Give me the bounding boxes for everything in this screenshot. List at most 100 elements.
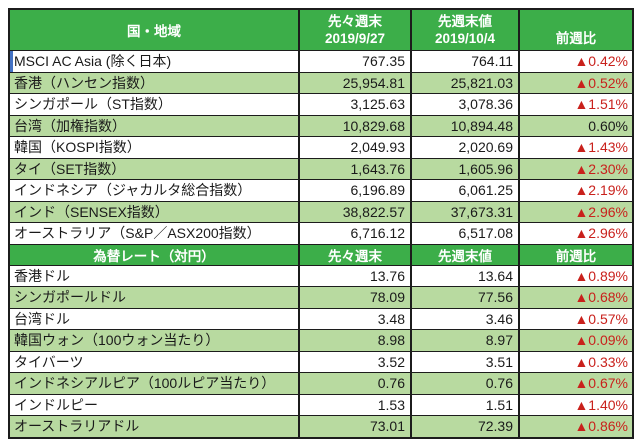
last-week-value-cell[interactable]: 10,894.48 (410, 114, 520, 137)
currency-name-cell[interactable]: 韓国ウォン（100ウォン当たり） (8, 329, 300, 352)
last-week-label: 先週末値 (438, 14, 492, 29)
week-over-week-change-cell[interactable]: ▲1.40% (518, 393, 634, 416)
last-week-value-cell[interactable]: 6,061.25 (410, 179, 520, 202)
index-name-cell[interactable]: シンガポール（ST指数） (8, 93, 300, 116)
week-over-week-change-cell[interactable]: ▲0.89% (518, 264, 634, 287)
currency-name-cell[interactable]: インドネシアルピア（100ルピア当たり） (8, 372, 300, 395)
week-over-week-change-cell[interactable]: ▲2.96% (518, 200, 634, 223)
table-row: 台湾ドル 3.48 3.46 ▲0.57% (8, 307, 634, 330)
table-row: オーストラリアドル 73.01 72.39 ▲0.86% (8, 415, 634, 438)
last-week-value-cell[interactable]: 13.64 (410, 264, 520, 287)
indices-header-row: 国・地域 先々週末 2019/9/27 先週末値 2019/10/4 前週比 (8, 8, 634, 51)
prev-week-value-cell[interactable]: 10,829.68 (298, 114, 412, 137)
table-row: 香港ドル 13.76 13.64 ▲0.89% (8, 264, 634, 287)
last-week-value-cell[interactable]: 77.56 (410, 286, 520, 309)
week-over-week-change-cell[interactable]: ▲0.57% (518, 307, 634, 330)
index-name-cell[interactable]: 韓国（KOSPI指数） (8, 136, 300, 159)
table-row: インドルピー 1.53 1.51 ▲1.40% (8, 393, 634, 416)
active-cell-cursor (11, 51, 13, 72)
fx-rows: 香港ドル 13.76 13.64 ▲0.89% シンガポールドル 78.09 77.56 ▲0… (8, 264, 634, 438)
table-row: オーストラリア（S&P／ASX200指数） 6,716.12 6,517.08 ▲2.… (8, 222, 634, 245)
prev-week-value-cell[interactable]: 73.01 (298, 415, 412, 438)
prev-week-value-cell[interactable]: 8.98 (298, 329, 412, 352)
prev-week-date: 2019/9/27 (324, 31, 386, 46)
prev-week-value-cell[interactable]: 2,049.93 (298, 136, 412, 159)
currency-name-cell[interactable]: シンガポールドル (8, 286, 300, 309)
index-name-cell[interactable]: タイ（SET指数） (8, 157, 300, 180)
table-row: インド（SENSEX指数） 38,822.57 37,673.31 ▲2.96% (8, 200, 634, 223)
prev-week-value-cell[interactable]: 3.52 (298, 350, 412, 373)
currency-name-cell[interactable]: 香港ドル (8, 264, 300, 287)
last-week-value-cell[interactable]: 764.11 (410, 50, 520, 73)
last-week-value-cell[interactable]: 1.51 (410, 393, 520, 416)
prev-week-value-cell[interactable]: 3.48 (298, 307, 412, 330)
last-week-value-cell[interactable]: 3.51 (410, 350, 520, 373)
currency-name-cell[interactable]: インドルピー (8, 393, 300, 416)
week-over-week-change-cell[interactable]: ▲0.67% (518, 372, 634, 395)
prev-week-value-cell[interactable]: 1,643.76 (298, 157, 412, 180)
week-over-week-change-cell[interactable]: ▲0.86% (518, 415, 634, 438)
prev-week-value-cell[interactable]: 1.53 (298, 393, 412, 416)
currency-name-cell[interactable]: オーストラリアドル (8, 415, 300, 438)
last-week-value-cell[interactable]: 72.39 (410, 415, 520, 438)
prev-week-value-cell[interactable]: 6,196.89 (298, 179, 412, 202)
prev-week-value-cell[interactable]: 38,822.57 (298, 200, 412, 223)
fx-prev-week-header-cell[interactable]: 先々週末 (298, 243, 412, 266)
index-name-cell[interactable]: インドネシア（ジャカルタ総合指数） (8, 179, 300, 202)
region-header-cell[interactable]: 国・地域 (8, 8, 300, 51)
prev-week-value-cell[interactable]: 13.76 (298, 264, 412, 287)
prev-week-value-cell[interactable]: 78.09 (298, 286, 412, 309)
prev-week-header-cell[interactable]: 先々週末 2019/9/27 (298, 8, 412, 51)
last-week-value-cell[interactable]: 6,517.08 (410, 222, 520, 245)
last-week-value-cell[interactable]: 0.76 (410, 372, 520, 395)
currency-name-cell[interactable]: 台湾ドル (8, 307, 300, 330)
last-week-date: 2019/10/4 (434, 31, 496, 46)
market-summary-sheet: 国・地域 先々週末 2019/9/27 先週末値 2019/10/4 前週比 M… (8, 8, 634, 439)
last-week-value-cell[interactable]: 2,020.69 (410, 136, 520, 159)
fx-title-header-cell[interactable]: 為替レート（対円） (8, 243, 300, 266)
last-week-value-cell[interactable]: 37,673.31 (410, 200, 520, 223)
week-over-week-change-cell[interactable]: ▲0.52% (518, 71, 634, 94)
table-row: 韓国ウォン（100ウォン当たり） 8.98 8.97 ▲0.09% (8, 329, 634, 352)
last-week-value-cell[interactable]: 3.46 (410, 307, 520, 330)
last-week-value-cell[interactable]: 3,078.36 (410, 93, 520, 116)
week-over-week-change-cell[interactable]: ▲0.33% (518, 350, 634, 373)
change-header-cell[interactable]: 前週比 (518, 8, 634, 51)
prev-week-value-cell[interactable]: 767.35 (298, 50, 412, 73)
prev-week-label: 先々週末 (328, 14, 382, 29)
last-week-value-cell[interactable]: 1,605.96 (410, 157, 520, 180)
week-over-week-change-cell[interactable]: ▲1.43% (518, 136, 634, 159)
asia-markets-table: 国・地域 先々週末 2019/9/27 先週末値 2019/10/4 前週比 M… (8, 8, 634, 439)
table-row: 香港（ハンセン指数） 25,954.81 25,821.03 ▲0.52% (8, 71, 634, 94)
week-over-week-change-cell[interactable]: ▲1.51% (518, 93, 634, 116)
table-row: タイ（SET指数） 1,643.76 1,605.96 ▲2.30% (8, 157, 634, 180)
week-over-week-change-cell[interactable]: ▲0.42% (518, 50, 634, 73)
table-row: タイバーツ 3.52 3.51 ▲0.33% (8, 350, 634, 373)
fx-last-week-header-cell[interactable]: 先週末値 (410, 243, 520, 266)
week-over-week-change-cell[interactable]: ▲2.30% (518, 157, 634, 180)
last-week-header-cell[interactable]: 先週末値 2019/10/4 (410, 8, 520, 51)
week-over-week-change-cell[interactable]: 0.60% (518, 114, 634, 137)
last-week-value-cell[interactable]: 25,821.03 (410, 71, 520, 94)
prev-week-value-cell[interactable]: 3,125.63 (298, 93, 412, 116)
table-row: インドネシアルピア（100ルピア当たり） 0.76 0.76 ▲0.67% (8, 372, 634, 395)
week-over-week-change-cell[interactable]: ▲0.68% (518, 286, 634, 309)
week-over-week-change-cell[interactable]: ▲0.09% (518, 329, 634, 352)
fx-change-header-cell[interactable]: 前週比 (518, 243, 634, 266)
index-name-cell[interactable]: MSCI AC Asia (除く日本) (8, 50, 300, 73)
table-row: 韓国（KOSPI指数） 2,049.93 2,020.69 ▲1.43% (8, 136, 634, 159)
prev-week-value-cell[interactable]: 0.76 (298, 372, 412, 395)
index-name-cell[interactable]: オーストラリア（S&P／ASX200指数） (8, 222, 300, 245)
table-row: シンガポール（ST指数） 3,125.63 3,078.36 ▲1.51% (8, 93, 634, 116)
table-row: シンガポールドル 78.09 77.56 ▲0.68% (8, 286, 634, 309)
table-row: MSCI AC Asia (除く日本) 767.35 764.11 ▲0.42% (8, 50, 634, 73)
index-name-cell[interactable]: インド（SENSEX指数） (8, 200, 300, 223)
index-name-cell[interactable]: 台湾（加権指数） (8, 114, 300, 137)
prev-week-value-cell[interactable]: 25,954.81 (298, 71, 412, 94)
index-name-cell[interactable]: 香港（ハンセン指数） (8, 71, 300, 94)
week-over-week-change-cell[interactable]: ▲2.19% (518, 179, 634, 202)
last-week-value-cell[interactable]: 8.97 (410, 329, 520, 352)
prev-week-value-cell[interactable]: 6,716.12 (298, 222, 412, 245)
week-over-week-change-cell[interactable]: ▲2.96% (518, 222, 634, 245)
currency-name-cell[interactable]: タイバーツ (8, 350, 300, 373)
